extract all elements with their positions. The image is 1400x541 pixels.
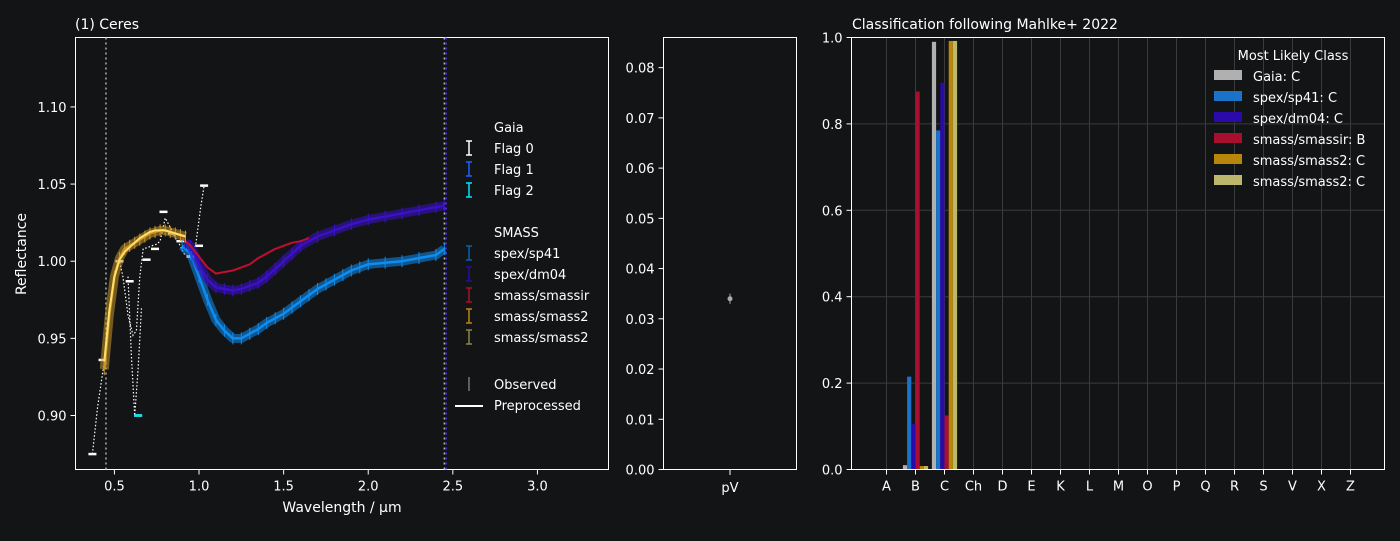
x-tick-label: 0.5 [104,480,125,495]
spectrum-title: (1) Ceres [75,17,139,33]
gaia-line [127,276,143,416]
albedo-x-label: pV [721,481,738,496]
y-tick-label: 0.05 [626,212,655,227]
legend-swatch [1214,175,1242,185]
x-tick-label: V [1288,480,1297,495]
spectrum-line [103,229,186,362]
legend-swatch [1214,133,1242,143]
spectrum-axes [75,37,609,470]
y-tick-label: 0.06 [626,162,655,177]
x-tick-label: S [1259,480,1267,495]
legend-label: spex/sp41: C [1253,91,1337,106]
y-tick-label: 0.90 [38,410,67,425]
class-bar [915,91,920,470]
legend-label: Flag 2 [494,184,534,199]
y-tick-label: 0.8 [822,118,843,133]
x-tick-label: R [1230,480,1239,495]
legend-label: Flag 1 [494,163,534,178]
y-tick-label: 1.00 [38,255,67,270]
spectrum-band [183,201,446,295]
x-tick-label: 2.0 [358,480,379,495]
y-tick-label: 0.6 [822,204,843,219]
x-tick-label: A [882,480,891,495]
class-bar [907,376,912,470]
x-tick-label: M [1113,480,1124,495]
albedo-axes [663,37,797,470]
x-tick-label: P [1173,480,1181,495]
class-bar [952,40,958,470]
albedo-point [727,296,733,302]
y-tick-label: 0.0 [822,464,843,479]
legend-label: smass/smass2 [494,310,589,325]
y-tick-label: 0.00 [626,464,655,479]
x-tick-label: 1.0 [189,480,210,495]
x-tick-label: C [940,480,949,495]
classification-title: Classification following Mahlke+ 2022 [852,17,1118,33]
legend-label: smass/smass2 [494,331,589,346]
x-tick-label: Q [1200,480,1210,495]
spectrum-line [103,229,186,370]
class-bar [948,40,953,470]
x-tick-label: D [997,480,1007,495]
spectrum-band [99,225,187,370]
y-tick-label: 0.04 [626,263,655,278]
spectrum-line [181,237,310,275]
y-tick-label: 0.03 [626,313,655,328]
y-tick-label: 0.07 [626,112,655,127]
spectrum-line [184,204,445,292]
legend-swatch [1214,112,1242,122]
legend-label: smass/smassir: B [1253,133,1365,148]
spectrum-line [181,244,446,340]
y-tick-label: 0.95 [38,332,67,347]
x-tick-label: 3.0 [527,480,548,495]
legend-title: Gaia [494,121,524,136]
y-tick-label: 0.01 [626,413,655,428]
y-tick-label: 1.0 [822,32,843,47]
legend-swatch [1214,91,1242,101]
legend-label: smass/smass2: C [1253,175,1365,190]
legend-label: Flag 0 [494,142,534,157]
legend-title: Most Likely Class [1238,49,1349,64]
y-tick-label: 1.10 [38,101,67,116]
y-tick-label: 0.08 [626,62,655,77]
x-tick-label: E [1027,480,1035,495]
x-tick-label: O [1142,480,1152,495]
x-tick-label: L [1086,480,1094,495]
legend-label: Gaia: C [1253,70,1300,85]
class-bar [902,465,908,470]
legend-label: Preprocessed [494,399,581,414]
y-tick-label: 0.2 [822,377,843,392]
class-bar [923,466,929,470]
x-tick-label: Z [1346,480,1355,495]
y-tick-label: 1.05 [38,178,67,193]
legend-label: smass/smass2: C [1253,154,1365,169]
legend-swatch [1214,154,1242,164]
class-bar [919,466,924,470]
legend-label: smass/smassir [494,289,590,304]
legend-label: spex/sp41 [494,247,560,262]
x-tick-label: Ch [965,480,982,495]
x-tick-label: K [1056,480,1065,495]
legend-label: spex/dm04 [494,268,566,283]
y-tick-label: 0.4 [822,291,843,306]
class-bar [936,130,941,470]
class-bar [944,415,949,470]
x-tick-label: 1.5 [273,480,294,495]
spectrum-y-label: Reflectance [14,213,30,295]
legend-swatch [1214,70,1242,80]
spectrum-x-label: Wavelength / μm [282,500,401,516]
legend-label: Observed [494,378,557,393]
legend-label: spex/dm04: C [1253,112,1343,127]
class-bar [940,82,945,470]
x-tick-label: X [1317,480,1326,495]
legend-title: SMASS [494,226,539,241]
class-bar [931,41,937,470]
x-tick-label: 2.5 [442,480,463,495]
y-tick-label: 0.02 [626,363,655,378]
x-tick-label: B [911,480,920,495]
class-bar [911,424,916,470]
